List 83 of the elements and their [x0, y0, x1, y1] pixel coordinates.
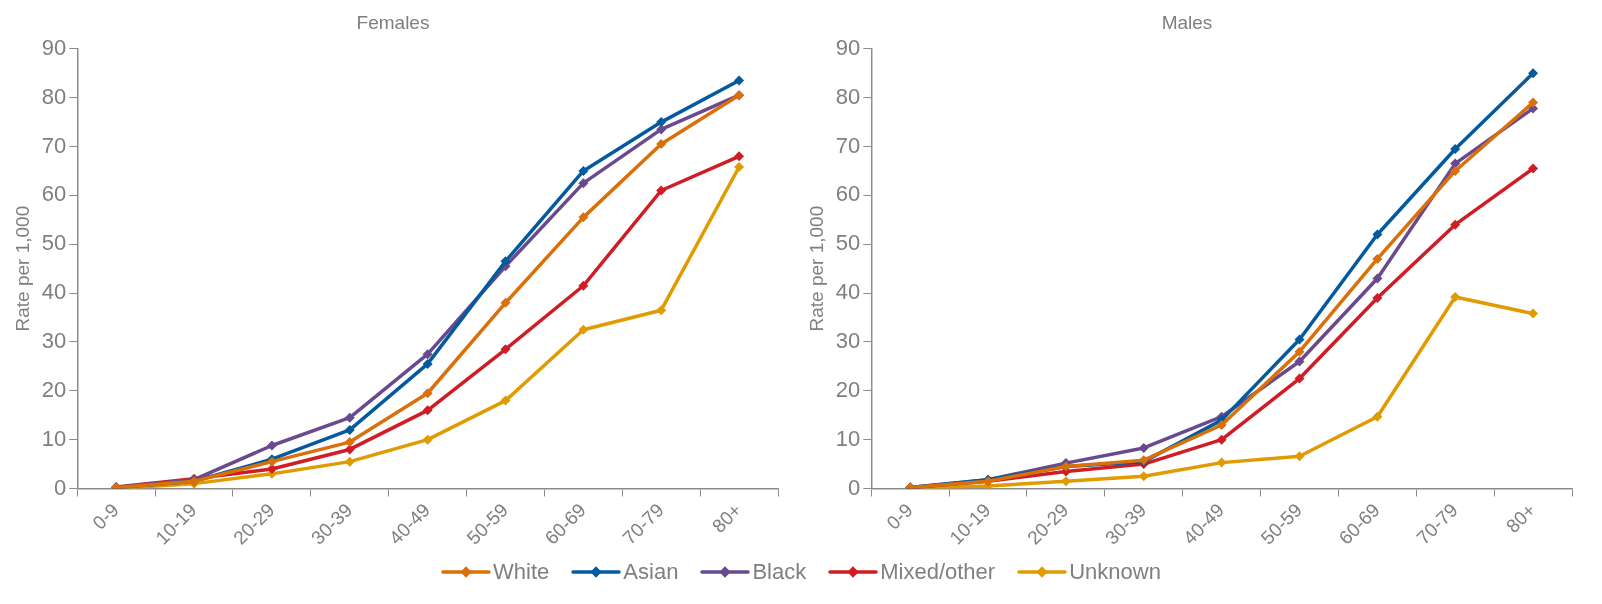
point: [1528, 163, 1539, 174]
point: [266, 440, 277, 451]
point: [1450, 165, 1461, 176]
point: [500, 395, 511, 406]
legend-label: Mixed/other: [880, 559, 996, 585]
point: [500, 344, 511, 355]
legend-label: Unknown: [1069, 559, 1161, 585]
point: [1450, 292, 1461, 302]
point: [1216, 457, 1227, 468]
legend-label: Black: [752, 559, 807, 585]
y-tick-label: 0: [848, 474, 861, 500]
point: [1372, 229, 1383, 240]
point: [500, 256, 511, 267]
point: [1450, 158, 1461, 169]
y-tick-label: 30: [41, 328, 67, 354]
y-tick-label: 50: [835, 230, 861, 256]
point: [656, 139, 667, 150]
x-tick-label: 80+: [1501, 499, 1540, 537]
y-tick-label: 20: [835, 376, 861, 402]
legend-label: White: [493, 559, 550, 585]
point: [1372, 411, 1383, 422]
point: [1528, 97, 1539, 108]
point: [422, 388, 433, 399]
y-tick-label: 70: [41, 132, 67, 158]
y-tick-label: 40: [835, 279, 861, 305]
point: [422, 349, 433, 360]
point: [1528, 68, 1539, 79]
point: [578, 324, 589, 335]
y-tick-label: 60: [41, 181, 67, 207]
x-tick-label: 80+: [707, 499, 746, 537]
point: [734, 162, 745, 173]
y-tick-label: 0: [54, 474, 67, 500]
y-tick-label: 90: [835, 34, 861, 60]
point: [656, 124, 667, 135]
point: [500, 297, 511, 308]
x-tick-label: 0-9: [882, 499, 917, 534]
point: [578, 212, 589, 223]
y-tick-label: 50: [41, 230, 67, 256]
point: [1528, 308, 1539, 319]
point: [1294, 356, 1305, 367]
legend-label: Asian: [623, 559, 679, 585]
y-tick-label: 60: [835, 181, 861, 207]
point: [1216, 434, 1227, 445]
point: [422, 358, 433, 369]
y-axis-title: Rate per 1,000: [11, 205, 33, 332]
point: [1450, 143, 1461, 154]
point: [734, 151, 745, 162]
point: [656, 117, 667, 128]
point: [734, 75, 745, 86]
y-tick-label: 20: [41, 376, 67, 402]
chart-title: Males: [1161, 11, 1213, 33]
point: [1450, 219, 1461, 230]
point: [578, 165, 589, 176]
point: [344, 437, 355, 448]
point: [1216, 420, 1227, 430]
y-tick-label: 10: [835, 425, 861, 451]
point: [1294, 373, 1305, 384]
point: [578, 280, 589, 291]
point: [344, 424, 355, 435]
point: [656, 185, 667, 196]
point: [1294, 334, 1305, 345]
point: [1294, 346, 1305, 357]
point: [1372, 273, 1383, 284]
y-tick-label: 10: [41, 425, 67, 451]
point: [344, 456, 355, 467]
y-tick-label: 80: [41, 83, 67, 109]
y-tick-label: 70: [835, 132, 861, 158]
chart-title: Females: [356, 11, 430, 33]
y-axis-title: Rate per 1,000: [805, 205, 827, 332]
point: [422, 434, 433, 445]
y-tick-label: 90: [41, 34, 67, 60]
point: [578, 178, 589, 189]
point: [344, 412, 355, 423]
point: [422, 405, 433, 416]
y-tick-label: 40: [41, 279, 67, 305]
x-tick-label: 0-9: [88, 499, 123, 534]
point: [1372, 292, 1383, 303]
point: [1294, 451, 1305, 462]
y-tick-label: 80: [835, 83, 861, 109]
y-tick-label: 30: [835, 328, 861, 354]
point: [344, 444, 355, 455]
point: [656, 305, 667, 316]
point: [1372, 253, 1383, 264]
